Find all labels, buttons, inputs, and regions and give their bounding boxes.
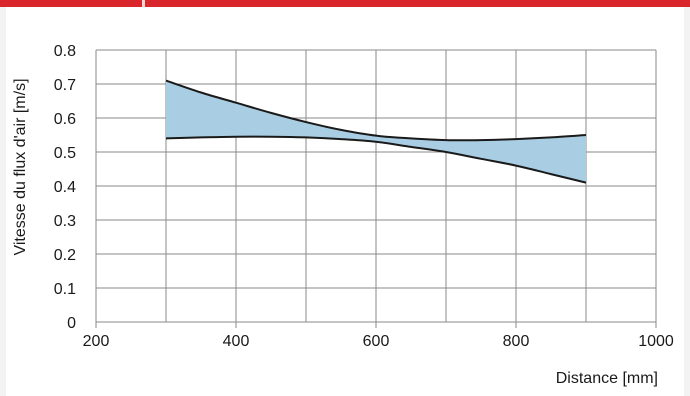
x-tick-label-2: 600 [363, 333, 390, 350]
y-axis-title: Vitesse du flux d'air [m/s] [12, 78, 29, 255]
tick-labels: 0 0.1 0.2 0.3 0.4 0.5 0.6 0.7 0.8 200 400 600 800 100… [54, 43, 674, 350]
top-accent-bar [0, 0, 690, 7]
x-tick-label-3: 800 [503, 333, 530, 350]
series-1-line [165, 79, 587, 142]
curve-layer [165, 79, 587, 184]
velocity-band-area [166, 80, 586, 183]
y-tick-label-0: 0 [67, 315, 76, 332]
top-accent-bar-notch [142, 0, 145, 7]
y-tick-label-7: 0.7 [54, 77, 76, 94]
x-tick-label-1: 400 [223, 333, 250, 350]
y-tick-label-6: 0.6 [54, 111, 76, 128]
y-tick-label-3: 0.3 [54, 213, 76, 230]
x-tick-label-0: 200 [83, 333, 110, 350]
y-tick-label-2: 0.2 [54, 247, 76, 264]
y-tick-label-4: 0.4 [54, 179, 76, 196]
band-layer [166, 80, 586, 183]
x-axis-title: Distance [mm] [556, 370, 658, 387]
y-tick-label-8: 0.8 [54, 43, 76, 60]
x-tick-label-4: 1000 [638, 333, 674, 350]
y-tick-label-1: 0.1 [54, 281, 76, 298]
airflow-chart: 0 0.1 0.2 0.3 0.4 0.5 0.6 0.7 0.8 200 400 600 800 100… [12, 43, 674, 387]
chart-panel: 0 0.1 0.2 0.3 0.4 0.5 0.6 0.7 0.8 200 400 600 800 100… [6, 7, 684, 396]
series-2-line [165, 135, 587, 184]
y-tick-label-5: 0.5 [54, 145, 76, 162]
